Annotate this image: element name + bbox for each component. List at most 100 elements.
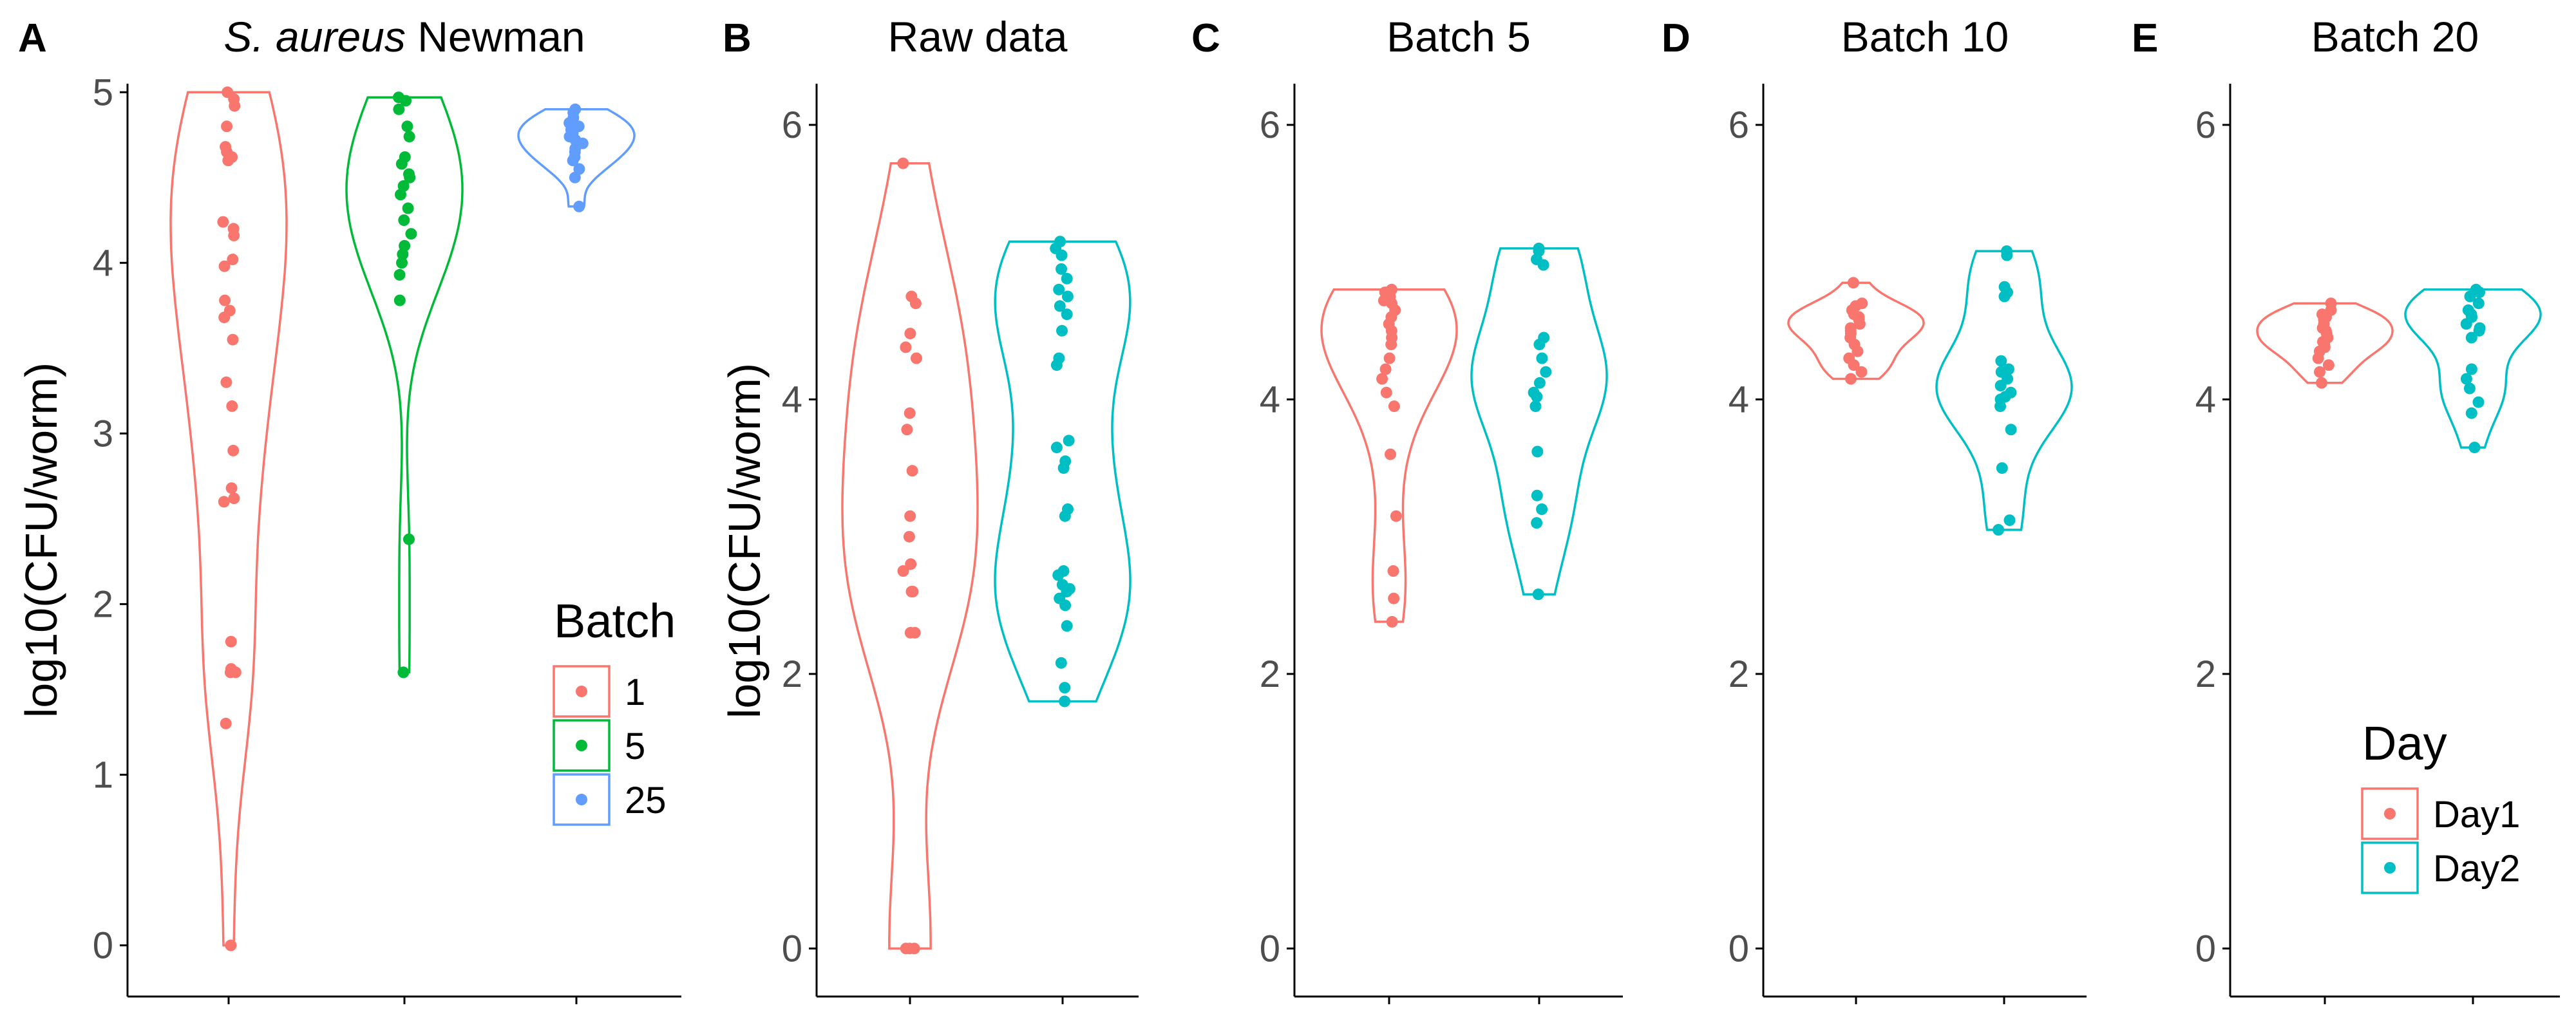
data-point	[903, 530, 915, 543]
y-tick-label: 2	[782, 653, 802, 695]
panel-E: E Batch 20 0 2 4 6 Day Day1 Day2	[2132, 13, 2560, 1004]
data-point	[1844, 322, 1857, 334]
data-point	[1388, 400, 1400, 413]
data-point	[2465, 407, 2477, 419]
data-point	[1050, 442, 1063, 454]
data-point	[1383, 352, 1396, 364]
data-point	[901, 424, 913, 436]
data-point	[402, 202, 414, 214]
data-point	[1538, 332, 1550, 344]
legend-label: Day2	[2433, 848, 2520, 890]
y-tick-label: 6	[782, 104, 802, 146]
data-point	[2468, 442, 2481, 454]
data-point	[2005, 424, 2017, 436]
y-tick-label: 6	[1728, 104, 1749, 146]
data-point	[1847, 277, 1859, 289]
violin-Day1	[2256, 302, 2394, 384]
data-point	[1059, 682, 1071, 694]
violin-Day1	[1787, 281, 1925, 380]
data-point	[221, 120, 233, 133]
data-point	[393, 91, 404, 104]
data-point	[397, 180, 410, 192]
panel-D: D Batch 10 0 2 4 6	[1662, 13, 2087, 1004]
data-point	[1376, 373, 1388, 385]
data-point	[396, 257, 408, 269]
data-point	[1532, 588, 1544, 601]
panel-letter: A	[18, 16, 47, 61]
violin-Day2	[1935, 250, 2073, 531]
data-point	[1996, 462, 2008, 474]
data-point	[2003, 514, 2016, 527]
legend-label: 25	[625, 780, 667, 821]
data-point	[904, 328, 916, 340]
panel-B: B Raw data 0 2 4 6 log10(CFU/worm)	[719, 13, 1139, 1004]
data-point	[225, 663, 237, 675]
y-tick-label: 4	[2195, 379, 2216, 420]
data-point	[1063, 435, 1075, 447]
data-point	[223, 304, 236, 317]
data-point	[897, 157, 909, 169]
data-point	[1056, 324, 1068, 337]
legend-label: 1	[625, 671, 645, 713]
data-point	[1062, 503, 1074, 515]
data-point	[2472, 297, 2485, 310]
legend-key-point	[2384, 808, 2396, 819]
violin-Day2	[1470, 247, 1608, 595]
data-point	[218, 496, 230, 508]
data-point	[222, 86, 234, 98]
panel-title: Batch 10	[1841, 13, 2009, 61]
y-tick-label: 6	[1260, 104, 1280, 146]
data-point	[227, 254, 239, 265]
data-point	[227, 333, 239, 346]
data-point	[401, 120, 413, 133]
violin-Day1	[1320, 288, 1458, 623]
data-point	[220, 717, 232, 729]
data-point	[1380, 386, 1392, 398]
data-point	[2474, 322, 2486, 334]
data-point	[1855, 366, 1868, 378]
data-point	[225, 635, 237, 648]
data-point	[1061, 620, 1073, 632]
data-point	[907, 586, 919, 597]
legend-label: Day1	[2433, 794, 2520, 836]
y-tick-label: 1	[93, 754, 113, 796]
data-point	[904, 942, 916, 955]
data-point	[1057, 565, 1070, 577]
data-point	[1061, 308, 1073, 321]
data-point	[1379, 363, 1392, 375]
violin-25	[517, 108, 636, 208]
y-tick-label: 0	[2195, 928, 2216, 969]
data-point	[2316, 377, 2327, 389]
legend-key-point	[576, 794, 587, 805]
y-tick-label: 2	[1260, 653, 1280, 695]
data-point	[1998, 281, 2011, 293]
panel-A: A S. aureus Newman 0 1 2 3 4 5 log10(CFU/worm) Ba…	[16, 13, 681, 1004]
data-point	[1995, 355, 2007, 367]
y-axis-label: log10(CFU/worm)	[719, 363, 770, 718]
data-point	[573, 200, 585, 212]
legend-title: Batch	[554, 594, 676, 648]
y-axis-label: log10(CFU/worm)	[16, 362, 66, 718]
panel-title: Batch 20	[2311, 13, 2479, 61]
panel-letter: E	[2132, 16, 2158, 61]
data-point	[2322, 359, 2334, 371]
data-point	[1531, 445, 1544, 458]
y-tick-label: 0	[782, 928, 802, 969]
data-point	[1536, 352, 1548, 364]
data-point	[399, 239, 411, 252]
data-point	[219, 294, 231, 306]
data-point	[2325, 297, 2337, 310]
data-point	[2316, 308, 2328, 321]
y-tick-label: 4	[93, 242, 113, 284]
data-point	[573, 163, 585, 175]
data-point	[1061, 290, 1074, 303]
data-point	[2460, 373, 2472, 385]
data-point	[1856, 297, 1868, 310]
data-point	[1531, 489, 1543, 501]
data-point	[393, 268, 406, 281]
data-point	[393, 294, 406, 306]
panel-title-plain: Newman	[417, 13, 585, 61]
data-point	[1054, 592, 1066, 604]
y-tick-label: 2	[2195, 653, 2216, 695]
